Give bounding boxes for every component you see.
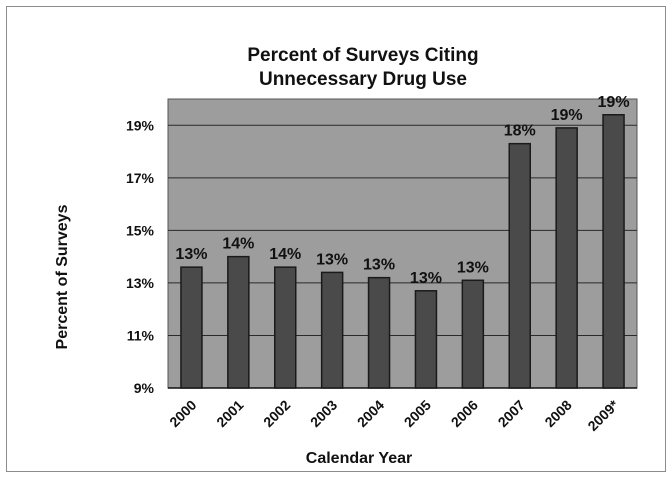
x-tick-label: 2004	[354, 397, 387, 430]
data-label: 18%	[504, 123, 536, 140]
y-axis-title: Percent of Surveys	[54, 204, 71, 349]
chart-title-line-1: Percent of Surveys Citing	[247, 45, 478, 66]
x-tick-label: 2002	[260, 397, 293, 430]
y-tick-label: 9%	[134, 380, 155, 396]
x-tick-label: 2008	[541, 397, 574, 430]
y-tick-label: 17%	[126, 170, 155, 186]
y-tick-label: 19%	[126, 117, 155, 133]
x-axis-title: Calendar Year	[306, 450, 412, 467]
data-labels: 13% 14% 14% 13% 13% 13% 13% 18% 19% 19%	[175, 94, 629, 287]
bar	[602, 114, 625, 389]
bars	[180, 114, 625, 389]
x-tick-label: 2006	[448, 397, 481, 430]
bar	[320, 271, 344, 389]
data-label: 19%	[551, 107, 583, 124]
data-label: 14%	[222, 236, 254, 253]
data-label: 13%	[410, 270, 442, 287]
y-tick-label: 15%	[126, 222, 155, 238]
bar	[274, 266, 297, 389]
x-tick-label: 2005	[401, 397, 434, 430]
y-tick-label: 13%	[126, 275, 155, 291]
data-label: 13%	[316, 251, 348, 268]
bar-chart: Percent of Surveys Citing Unnecessary Dr…	[54, 45, 638, 467]
data-label: 14%	[269, 246, 301, 263]
x-axis-ticks: 2000 2001 2002 2003 2004 2005 2006 2007 2008 2009…	[166, 396, 622, 434]
data-label: 13%	[457, 259, 489, 276]
data-label: 13%	[175, 246, 207, 263]
bar	[180, 266, 203, 389]
x-tick-label: 2001	[213, 397, 246, 430]
x-tick-label: 2000	[166, 397, 199, 430]
y-tick-label: 11%	[127, 327, 155, 343]
data-label: 13%	[363, 257, 395, 274]
bar	[508, 142, 531, 389]
x-tick-label: 2009*	[584, 396, 622, 434]
y-axis-ticks: 9% 11% 13% 15% 17% 19%	[126, 117, 155, 396]
bar	[414, 290, 438, 389]
chart-frame: Percent of Surveys Citing Unnecessary Dr…	[6, 6, 666, 472]
data-label: 19%	[598, 94, 630, 111]
bar	[555, 127, 578, 389]
chart-title-line-2: Unnecessary Drug Use	[259, 69, 467, 90]
bar	[367, 276, 391, 389]
x-tick-label: 2003	[307, 397, 340, 430]
bar	[461, 279, 485, 389]
x-tick-label: 2007	[495, 397, 528, 430]
bar	[227, 255, 250, 389]
